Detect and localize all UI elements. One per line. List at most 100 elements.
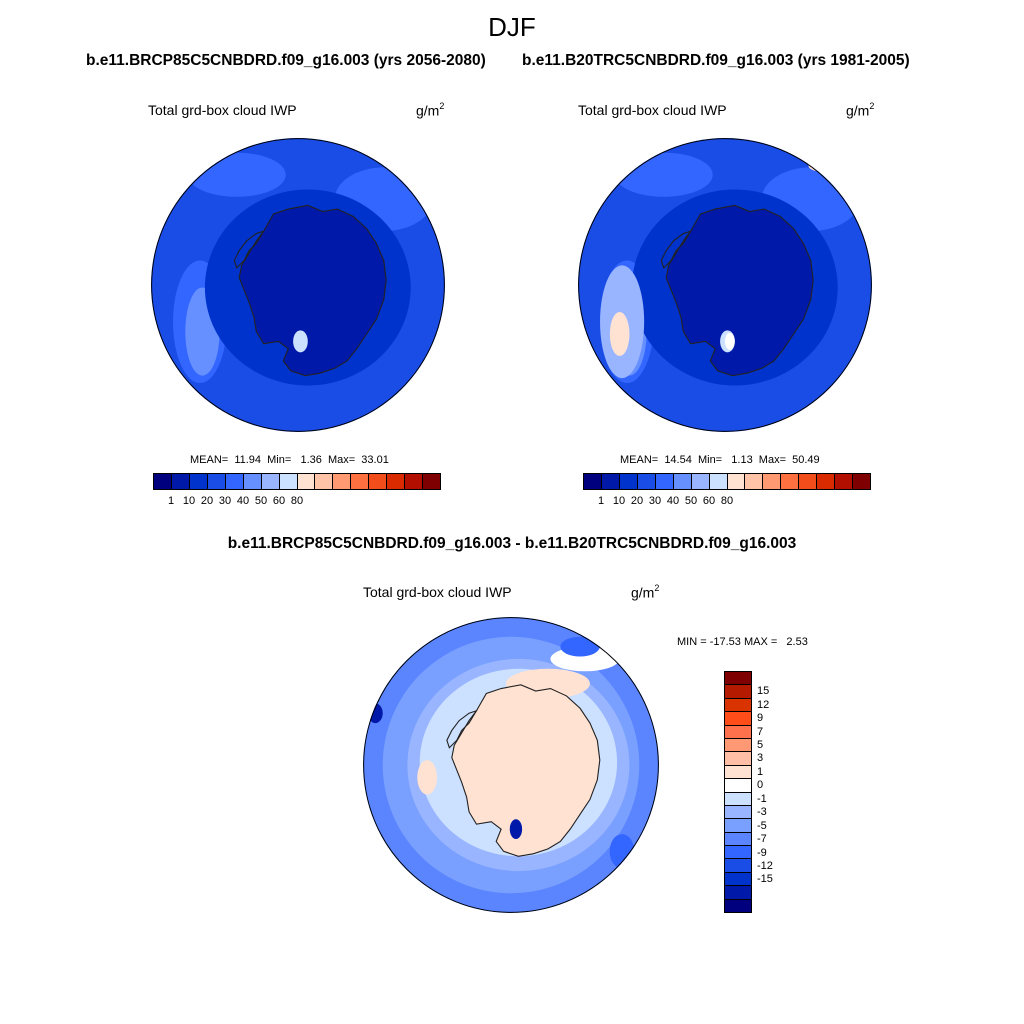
antarctic-peninsula-coastline (660, 230, 692, 269)
colorbar-swatch (189, 474, 208, 489)
right-panel-colorbar (583, 473, 871, 490)
colorbar-swatch (817, 474, 836, 489)
contour-region (261, 226, 370, 339)
right-panel-case-title: b.e11.B20TRC5CNBDRD.f09_g16.003 (yrs 198… (522, 52, 910, 69)
colorbar-tick-label: 10 (182, 495, 196, 507)
left-panel-units: g/m2 (416, 101, 445, 119)
colorbar-tick-label: 30 (218, 495, 232, 507)
colorbar-swatch (619, 474, 638, 489)
colorbar-tick-label: 15 (757, 685, 770, 698)
colorbar-swatch (171, 474, 190, 489)
map-boundary-circle (151, 138, 445, 432)
colorbar-tick-label: 7 (757, 725, 764, 738)
colorbar-swatch (853, 474, 870, 489)
colorbar-tick-label: 1 (757, 765, 764, 778)
colorbar-swatch (691, 474, 710, 489)
antarctica-coastline (238, 204, 387, 377)
difference-panel-case-title: b.e11.BRCP85C5CNBDRD.f09_g16.003 - b.e11… (227, 535, 797, 552)
colorbar-swatch (725, 792, 751, 806)
contour-region (614, 152, 713, 197)
colorbar-swatch (725, 725, 751, 739)
contour-region (725, 332, 735, 350)
colorbar-swatch (763, 474, 782, 489)
colorbar-tick-label: -7 (757, 833, 767, 846)
colorbar-tick-label: 60 (272, 495, 286, 507)
colorbar-tick-label: 50 (254, 495, 268, 507)
colorbar-tick-label: 0 (757, 779, 764, 792)
colorbar-swatch (207, 474, 226, 489)
colorbar-swatch (725, 765, 751, 780)
colorbar-swatch (315, 474, 334, 489)
antarctic-peninsula-coastline (446, 709, 478, 749)
left-panel-colorbar (153, 473, 441, 490)
colorbar-tick-label: 1 (597, 495, 605, 507)
colorbar-swatch (297, 474, 316, 489)
colorbar-swatch (673, 474, 692, 489)
contour-region (451, 684, 600, 857)
colorbar-swatch (655, 474, 674, 489)
left-panel-polar-map (151, 138, 445, 432)
colorbar-swatch (725, 672, 751, 686)
colorbar-tick-label: -9 (757, 846, 767, 859)
colorbar-swatch (387, 474, 406, 489)
colorbar-tick-label: -15 (757, 873, 773, 886)
contour-field (363, 617, 659, 913)
difference-panel-polar-map (363, 617, 659, 913)
colorbar-swatch (261, 474, 280, 489)
colorbar-swatch (637, 474, 656, 489)
antarctic-peninsula-coastline (233, 230, 265, 269)
colorbar-swatch (725, 698, 751, 713)
colorbar-swatch (725, 819, 751, 833)
left-panel-case-title: b.e11.BRCP85C5CNBDRD.f09_g16.003 (yrs 20… (86, 52, 486, 69)
colorbar-tick-label: 3 (757, 752, 764, 765)
map-boundary-circle (578, 138, 872, 432)
colorbar-tick-label: 10 (612, 495, 626, 507)
colorbar-swatch (725, 872, 751, 887)
colorbar-swatch (601, 474, 620, 489)
colorbar-tick-label: 12 (757, 698, 770, 711)
colorbar-tick-label: 50 (684, 495, 698, 507)
colorbar-swatch (725, 859, 751, 873)
colorbar-tick-label: -3 (757, 806, 767, 819)
colorbar-swatch (423, 474, 440, 489)
colorbar-swatch (835, 474, 854, 489)
colorbar-tick-label: 20 (630, 495, 644, 507)
right-panel-variable-label: Total grd-box cloud IWP (578, 102, 727, 118)
colorbar-swatch (725, 779, 751, 793)
colorbar-tick-label: 40 (236, 495, 250, 507)
colorbar-swatch (725, 899, 751, 913)
colorbar-tick-label: 80 (290, 495, 304, 507)
contour-field (578, 138, 872, 432)
contour-region (187, 152, 286, 197)
colorbar-swatch (799, 474, 818, 489)
map-boundary-circle (363, 617, 659, 913)
colorbar-tick-label: -5 (757, 819, 767, 832)
contour-region (808, 158, 828, 172)
colorbar-swatch (225, 474, 244, 489)
difference-panel-variable-label: Total grd-box cloud IWP (363, 584, 512, 600)
right-panel-polar-map (578, 138, 872, 432)
colorbar-tick-label: -1 (757, 792, 767, 805)
colorbar-swatch (725, 685, 751, 699)
contour-region (509, 819, 523, 839)
right-panel-units: g/m2 (846, 101, 875, 119)
colorbar-swatch (243, 474, 262, 489)
left-panel-variable-label: Total grd-box cloud IWP (148, 102, 297, 118)
colorbar-tick-label: 40 (666, 495, 680, 507)
contour-region (417, 760, 437, 795)
difference-panel-colorbar (724, 671, 752, 913)
colorbar-tick-label: 80 (720, 495, 734, 507)
colorbar-tick-label: -12 (757, 859, 773, 872)
colorbar-tick-label: 30 (648, 495, 662, 507)
colorbar-tick-label: 5 (757, 738, 764, 751)
contour-region (560, 636, 600, 657)
colorbar-swatch (725, 738, 751, 753)
antarctica-coastline (665, 204, 814, 377)
colorbar-swatch (725, 832, 751, 847)
colorbar-swatch (781, 474, 800, 489)
colorbar-swatch (725, 886, 751, 900)
colorbar-swatch (745, 474, 764, 489)
colorbar-swatch (725, 712, 751, 726)
colorbar-swatch (584, 474, 602, 489)
left-panel-stats: MEAN= 11.94 Min= 1.36 Max= 33.01 (190, 454, 389, 466)
